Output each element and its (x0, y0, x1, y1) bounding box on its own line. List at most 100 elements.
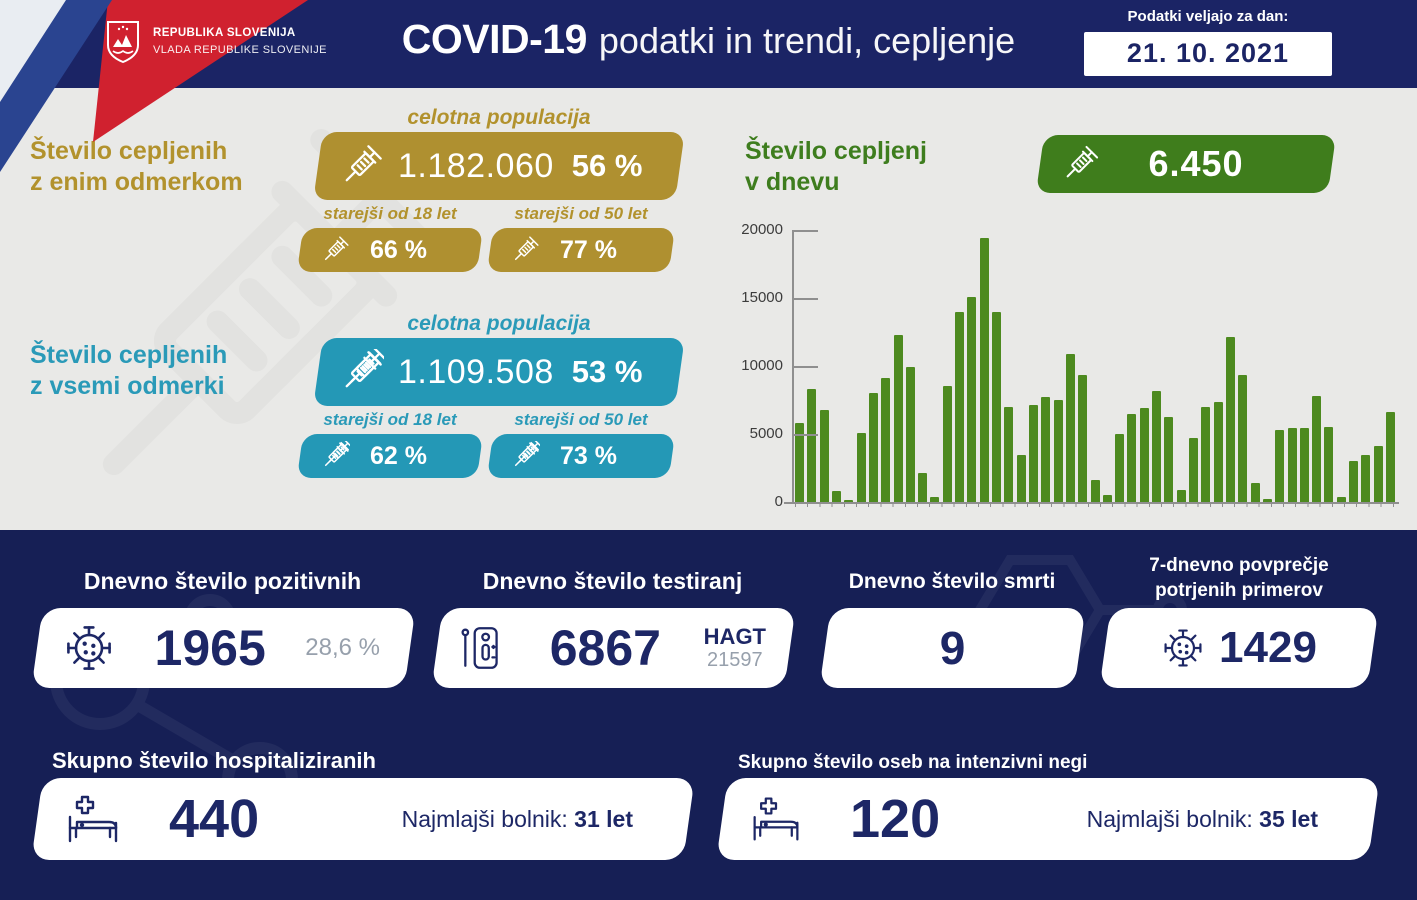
daily-vaccinations-badge: 6.450 (1035, 135, 1337, 193)
chart-bar (930, 497, 940, 502)
syringe-icon (510, 235, 540, 265)
one-dose-heading-line1: Število cepljenih (30, 137, 228, 165)
icu-youngest-value: 35 let (1259, 805, 1318, 832)
tests-title: Dnevno število testiranj (482, 568, 743, 594)
page-title-rest: podatki in trendi, cepljenje (598, 20, 1016, 61)
government-logo: REPUBLIKA SLOVENIJA VLADA REPUBLIKE SLOV… (106, 20, 327, 64)
chart-bar (1102, 495, 1112, 502)
header-bar: REPUBLIKA SLOVENIJA VLADA REPUBLIKE SLOV… (0, 0, 1417, 88)
chart-bar (979, 238, 989, 502)
hospitalized-value: 440 (169, 789, 260, 849)
tests-value: 6867 (549, 620, 661, 676)
all-doses-pct: 53 % (571, 354, 643, 389)
chart-bar (1201, 407, 1211, 502)
chart-bar (868, 393, 878, 502)
daily-heading-line1: Število cepljenj (745, 137, 928, 165)
chart-bar (1373, 445, 1383, 502)
syringe-icon (1060, 144, 1100, 184)
tests-card: 6867 HAGT 21597 (431, 608, 796, 688)
chart-y-tick-label: 15000 (741, 289, 783, 306)
chart-bar (942, 386, 952, 502)
chart-bar (992, 311, 1001, 502)
page-title-bold: COVID-19 (401, 16, 588, 62)
syringe-icon (338, 143, 384, 189)
all-doses-over50-pct: 73 % (560, 441, 617, 470)
chart-bar (844, 499, 854, 502)
chart-bar (807, 389, 817, 502)
one-dose-heading-line2: z enim odmerkom (30, 167, 243, 196)
chart-bar (1152, 391, 1162, 502)
hagt-label: HAGT (703, 623, 766, 649)
chart-bar (1004, 406, 1014, 502)
one-dose-over18-pct: 66 % (370, 235, 427, 264)
double-syringe-icon (510, 441, 540, 471)
icu-title: Skupno število oseb na intenzivni negi (738, 752, 1088, 773)
chart-bars (795, 230, 1395, 502)
chart-bar (856, 432, 866, 502)
double-syringe-icon (338, 349, 384, 395)
test-kit-icon (457, 623, 507, 673)
deaths-value: 9 (939, 622, 966, 674)
chart-y-tick-label: 20000 (741, 221, 783, 238)
gov-name-line2: VLADA REPUBLIKE SLOVENIJE (153, 44, 327, 57)
chart-y-tick-mark (792, 298, 818, 300)
chart-bar (1225, 337, 1235, 502)
chart-bar (1349, 461, 1359, 502)
one-dose-count: 1.182.060 (398, 146, 554, 185)
all-doses-population-badge: 1.109.508 53 % (313, 338, 685, 406)
chart-bar (1336, 497, 1346, 502)
chart-x-axis-line (784, 502, 1399, 504)
all-doses-heading-line2: z vsemi odmerki (30, 371, 225, 400)
gov-name-line1: REPUBLIKA SLOVENIJA (153, 27, 296, 40)
chart-bar (1139, 408, 1149, 502)
chart-bar (1361, 455, 1371, 502)
chart-y-tick-mark (792, 434, 818, 436)
one-dose-over50-label: starejši od 50 let (514, 204, 648, 223)
all-doses-over18-pct: 62 % (370, 441, 427, 470)
chart-bar (1176, 489, 1186, 502)
positive-share: 28,6 % (305, 634, 380, 661)
virus-icon (63, 622, 115, 674)
chart-bar (1213, 402, 1223, 502)
chart-bar (905, 367, 915, 502)
chart-y-tick-mark (792, 230, 818, 232)
positive-title: Dnevno število pozitivnih (83, 568, 362, 594)
all-doses-over50-label: starejši od 50 let (514, 410, 648, 429)
chart-bar (1053, 400, 1063, 502)
hospitalized-youngest-value: 31 let (574, 805, 633, 832)
daily-heading-line2: v dnevu (745, 167, 840, 196)
date-label: Podatki veljajo za dan: (1127, 8, 1289, 25)
daily-vaccinations-chart: 0 5000 10000 15000 20000 (735, 218, 1403, 518)
hospitalized-card: 440 Najmlajši bolnik: 31 let (31, 778, 695, 860)
bottom-panel: Dnevno število pozitivnih Dnevno število… (0, 530, 1417, 900)
hospital-bed-icon (65, 794, 121, 844)
chart-bar (1386, 411, 1395, 502)
one-dose-over18-label: starejši od 18 let (323, 204, 457, 223)
all-doses-population-label: celotna populacija (407, 312, 591, 335)
daily-vaccinations-heading: Število cepljenj v dnevu (745, 136, 927, 197)
chart-bar (1287, 427, 1297, 502)
date-box: Podatki veljajo za dan: 21. 10. 2021 (1084, 8, 1332, 76)
all-doses-heading-line1: Število cepljenih (30, 341, 228, 369)
chart-bar (831, 491, 841, 502)
main-panel: Število cepljenih z enim odmerkom celotn… (0, 88, 1417, 530)
all-doses-over18-label: starejši od 18 let (323, 410, 457, 429)
one-dose-heading: Število cepljenih z enim odmerkom (30, 136, 243, 197)
avg7-title-line1: 7-dnevno povprečje (1149, 555, 1329, 576)
deaths-card: 9 (819, 608, 1086, 688)
icu-card: 120 Najmlajši bolnik: 35 let (716, 778, 1380, 860)
chart-bar (1016, 455, 1026, 502)
icu-value: 120 (850, 789, 941, 849)
avg7-title: 7-dnevno povprečje potrjenih primerov (1100, 554, 1378, 603)
positive-value: 1965 (154, 620, 266, 676)
hospital-bed-icon (750, 795, 802, 843)
hospitalized-title: Skupno število hospitaliziranih (52, 748, 376, 773)
virus-icon (1161, 626, 1205, 670)
deaths-title: Dnevno število smrti (848, 570, 1056, 593)
chart-bar (1164, 417, 1174, 502)
chart-bar (1299, 427, 1309, 502)
chart-bar (1127, 413, 1137, 502)
chart-bar (819, 409, 829, 502)
chart-bar (918, 473, 928, 502)
chart-bar (881, 377, 891, 502)
